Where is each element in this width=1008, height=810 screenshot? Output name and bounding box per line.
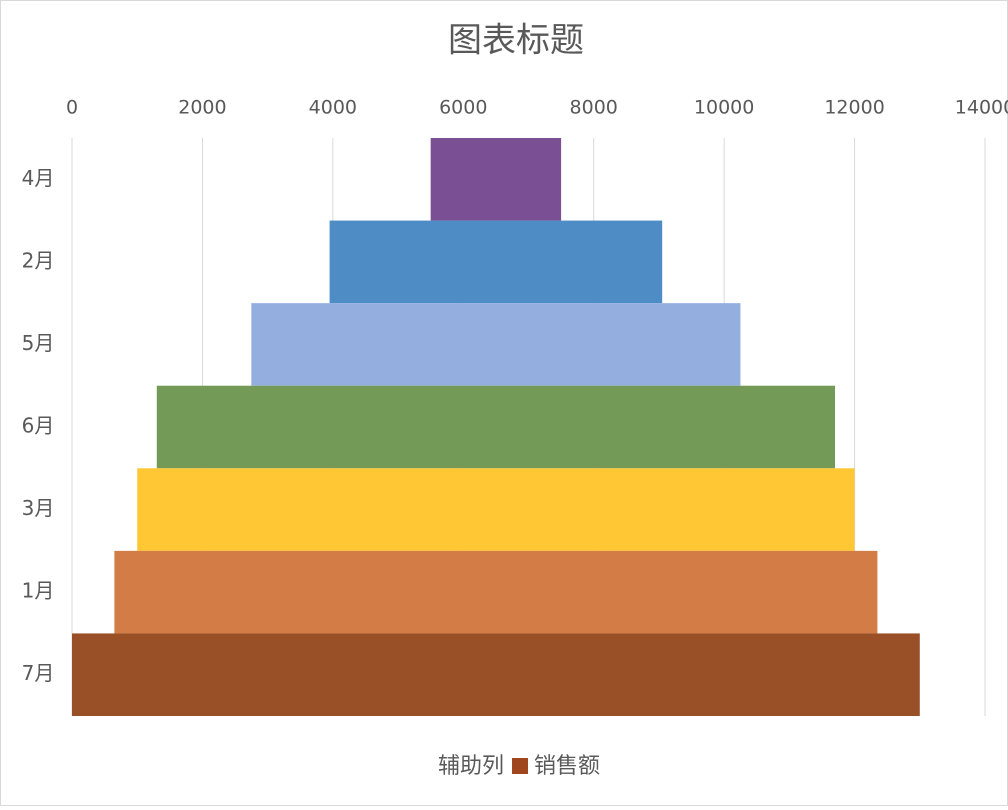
bar [156,385,836,469]
y-tick-label: 3月 [22,496,55,520]
legend-label: 销售额 [534,754,600,779]
y-tick-label: 6月 [22,414,55,438]
bar [72,633,920,716]
x-tick-label: 4000 [309,97,357,119]
legend-marker [512,758,529,774]
y-tick-label: 7月 [22,661,55,685]
bar [114,550,878,634]
y-tick-label: 2月 [22,248,55,272]
y-tick-label: 4月 [22,166,55,190]
x-tick-label: 8000 [570,97,618,119]
legend: 辅助列 销售额 [438,754,600,779]
x-tick-label: 12000 [824,97,884,119]
chart-title: 图表标题 [448,21,584,61]
y-tick-label: 1月 [22,579,55,603]
x-tick-label: 10000 [694,97,754,119]
x-tick-label: 14000 [955,97,1008,119]
bar [251,303,741,386]
bar [430,138,562,221]
x-tick-label: 0 [66,97,78,119]
bar [329,220,663,304]
bar [137,468,855,551]
y-tick-label: 5月 [22,331,55,355]
x-tick-label: 2000 [178,97,226,119]
legend-label: 辅助列 [438,754,504,779]
x-tick-label: 6000 [439,97,487,119]
